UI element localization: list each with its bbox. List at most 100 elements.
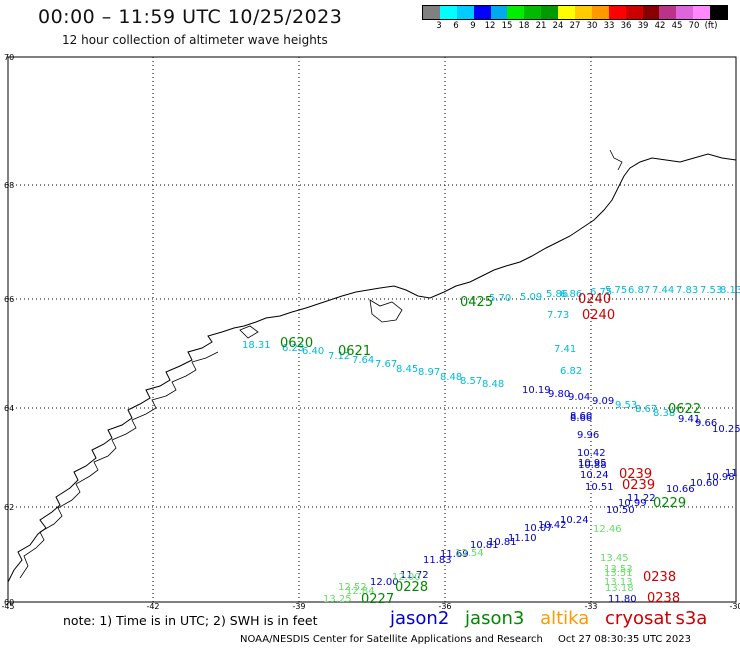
longitude-labels: -45 -42 -39 -36 -33 -30 (1, 602, 740, 611)
color-scale-label: 6 (453, 21, 459, 31)
lightgreen-wave-label: 12.46 (593, 524, 622, 535)
jason2-wave-label: 10.81 (470, 540, 499, 551)
longitude-label: -33 (584, 602, 597, 611)
color-swatch-16 (693, 6, 711, 19)
latitude-label: 68 (4, 181, 14, 190)
jason3-time-label: 0228 (395, 580, 428, 595)
cyan-track-labels: 5.70 5.09 5.866.86 6.755.75 6.87 7.44 7.83 7.53… (242, 285, 740, 419)
color-swatch-17 (710, 6, 728, 19)
cyan-wave-label: 6.86 (560, 289, 582, 300)
graticule (8, 57, 736, 602)
color-scale-label: 21 (535, 21, 547, 31)
color-scale-label: 30 (586, 21, 598, 31)
jason3-time-label: 0425 (460, 295, 493, 310)
cyan-wave-label: 6.87 (628, 285, 650, 296)
color-swatch-7 (541, 6, 559, 19)
color-swatch-10 (591, 6, 609, 19)
jason3-time-label: 0622 (668, 402, 701, 417)
longitude-label: -36 (438, 602, 451, 611)
color-scale-label: (ft) (704, 21, 718, 31)
lightgreen-wave-label: 12.84 (346, 586, 375, 597)
color-scale-labels: 3 6 9 12 15 18 21 24 27 30 33 36 39 42 45 70 (ft) (422, 21, 740, 33)
jason2-wave-label: 9.41 (678, 414, 700, 425)
color-scale-label: 9 (470, 21, 476, 31)
credit-time: Oct 27 08:30:35 UTC 2023 (558, 634, 691, 645)
lightgreen-wave-label: 12.52 (338, 582, 367, 593)
lightgreen-wave-label: 13.51 (604, 568, 633, 579)
jason2-wave-label: 10.42 (577, 448, 606, 459)
color-scale-label: 39 (637, 21, 649, 31)
jason2-wave-label: 10.51 (585, 482, 614, 493)
color-swatch-15 (676, 6, 694, 19)
legend-s3a: s3a (675, 608, 708, 629)
legend-jason3: jason3 (465, 608, 525, 629)
lightgreen-wave-label: 12.00 (392, 572, 421, 583)
jason2-wave-label: 10.19 (522, 385, 551, 396)
cryosat-time-label: 0240 (578, 292, 611, 307)
longitude-label: -39 (292, 602, 305, 611)
cyan-wave-label: 6.23 (282, 343, 304, 354)
jason2-wave-label: 10.50 (606, 505, 635, 516)
cyan-wave-label: 5.75 (605, 285, 627, 296)
jason2-wave-label: 8.60 (570, 411, 592, 422)
cyan-wave-label: 7.83 (676, 285, 698, 296)
jason2-wave-label: 10.24 (580, 470, 609, 481)
color-scale-label: 70 (688, 21, 700, 31)
cyan-wave-label: 7.41 (554, 344, 576, 355)
jason3-time-label: 0229 (653, 496, 686, 511)
jason2-wave-label: 8.66 (570, 413, 592, 424)
jason2-wave-label: 10.66 (666, 484, 695, 495)
jason2-wave-label: 12.00 (370, 577, 399, 588)
color-swatch-13 (642, 6, 660, 19)
cyan-wave-label: 7.53 (700, 285, 722, 296)
latitude-label: 62 (4, 503, 14, 512)
color-scale-label: 27 (569, 21, 581, 31)
cyan-wave-label: 7.73 (547, 310, 569, 321)
cyan-wave-label: 9.53 (615, 400, 637, 411)
cyan-wave-label: 6.82 (560, 366, 582, 377)
cyan-wave-label: 8.48 (440, 372, 462, 383)
color-swatch-6 (524, 6, 542, 19)
map-subtitle: 12 hour collection of altimeter wave hei… (62, 33, 328, 47)
jason3-time-label: 0621 (338, 344, 371, 359)
jason2-wave-label: 10.60 (690, 478, 719, 489)
cryosat-time-label: 0239 (619, 467, 652, 482)
cyan-wave-label: 8.13 (720, 285, 740, 296)
map-note: note: 1) Time is in UTC; 2) SWH is in fe… (63, 613, 318, 628)
cyan-wave-label: 18.31 (242, 340, 271, 351)
latitude-label: 64 (4, 404, 14, 413)
color-swatch-1 (439, 6, 457, 19)
longitude-label: -42 (146, 602, 159, 611)
legend-cryosat: cryosat (605, 608, 672, 629)
jason2-wave-label: 10.81 (488, 537, 517, 548)
jason2-wave-label: 10.42 (538, 520, 567, 531)
color-scale-label: 33 (603, 21, 615, 31)
legend-altika: altika (540, 608, 590, 629)
cyan-wave-label: 8.48 (482, 379, 504, 390)
satellite-legend: jason2 jason3 altika cryosat s3a (390, 608, 717, 629)
credit-org: NOAA/NESDIS Center for Satellite Applica… (240, 634, 543, 645)
latitude-labels: 70 68 66 64 62 60 (4, 53, 14, 607)
lightgreen-wave-label: 13.13 (604, 577, 633, 588)
color-swatch-11 (608, 6, 626, 19)
color-swatch-14 (659, 6, 677, 19)
jason2-wave-label: 10.07 (524, 523, 553, 534)
color-swatch-8 (558, 6, 576, 19)
jason2-wave-label: 9.66 (695, 418, 717, 429)
jason2-wave-label: 11.80 (608, 594, 637, 605)
jason2-wave-label: 11.10 (508, 533, 537, 544)
cyan-wave-label: 7.64 (352, 355, 374, 366)
cyan-wave-label: 8.97 (418, 367, 440, 378)
cyan-wave-label: 8.67 (635, 404, 657, 415)
lightgreen-wave-label: 13.18 (605, 583, 634, 594)
color-scale-label: 15 (501, 21, 513, 31)
jason2-wave-label: 11 (725, 468, 738, 479)
color-swatch-4 (490, 6, 508, 19)
color-scale-label: 45 (671, 21, 683, 31)
color-swatch-9 (575, 6, 592, 19)
legend-jason2: jason2 (390, 608, 450, 629)
jason2-wave-label: 10.95 (578, 458, 607, 469)
lightgreen-wave-label: 13.53 (604, 564, 633, 575)
